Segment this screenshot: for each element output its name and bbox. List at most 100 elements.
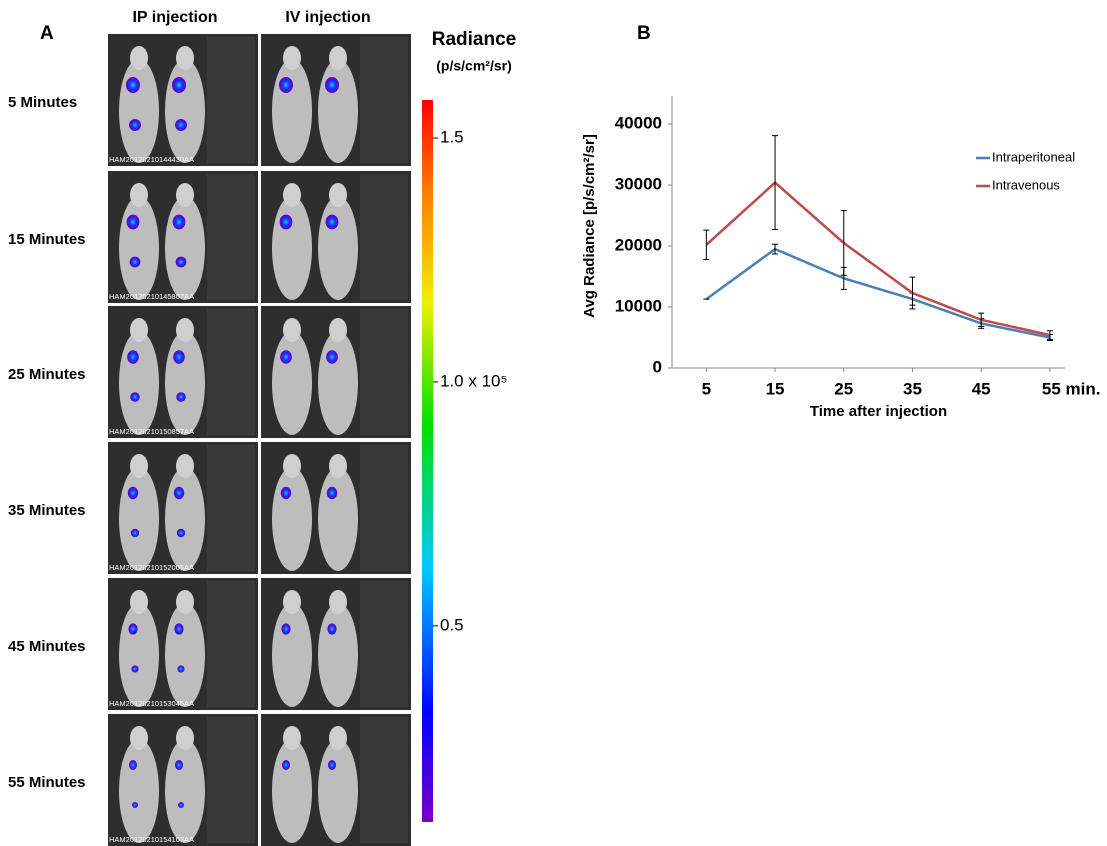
signal [129, 256, 141, 268]
mouse-head [283, 726, 301, 750]
signal [281, 623, 291, 635]
signal [280, 350, 292, 364]
cage-detail [207, 581, 255, 707]
mouse-head [130, 46, 148, 70]
signal [127, 486, 139, 500]
legend-label: Intravenous [992, 177, 1060, 192]
mouse-head [130, 590, 148, 614]
signal [129, 119, 141, 131]
image-cell [259, 576, 413, 712]
mouse [119, 331, 159, 435]
signal [282, 760, 290, 770]
signal [172, 214, 186, 230]
mouse-head [329, 318, 347, 342]
cage-detail [207, 717, 255, 843]
mouse-head [329, 726, 347, 750]
cage-detail [360, 174, 408, 300]
signal [325, 77, 339, 93]
signal [178, 802, 184, 808]
mouse [318, 739, 358, 843]
x-axis-title: Time after injection [810, 403, 947, 420]
image-cell [106, 32, 260, 168]
image-id: HAM20120210144430AA [109, 155, 194, 164]
mouse [165, 739, 205, 843]
y-tick-label: 30000 [615, 175, 662, 194]
mouse-head [329, 454, 347, 478]
mouse-head [283, 590, 301, 614]
signal [126, 77, 140, 93]
mouse [119, 603, 159, 707]
mouse [272, 467, 312, 571]
mouse [272, 59, 312, 163]
mouse [272, 603, 312, 707]
image-cell [259, 712, 413, 846]
cage-detail [360, 717, 408, 843]
x-tick-label: 35 [903, 379, 922, 398]
signal [175, 119, 187, 131]
mouse-head [130, 726, 148, 750]
cage-detail [207, 309, 255, 435]
mouse [318, 467, 358, 571]
signal [173, 350, 185, 364]
image-cell [106, 304, 260, 440]
mouse-head [329, 46, 347, 70]
signal [327, 623, 337, 635]
row-label: 15 Minutes [8, 231, 86, 248]
signal [173, 486, 185, 500]
mouse-head [130, 183, 148, 207]
mouse [165, 196, 205, 300]
mouse [318, 196, 358, 300]
image-id: HAM20120210145807AA [109, 292, 194, 301]
signal [130, 528, 140, 538]
error-bar [840, 210, 847, 276]
mouse [272, 739, 312, 843]
error-bar [978, 312, 985, 328]
error-bar [772, 243, 779, 255]
mouse [318, 603, 358, 707]
mouse-head [176, 454, 194, 478]
signal [129, 760, 137, 770]
panel-label: A [40, 23, 54, 44]
cage-detail [360, 581, 408, 707]
colorbar-tick-label: 0.5 [440, 615, 464, 634]
error-bar [909, 276, 916, 310]
signal [126, 214, 140, 230]
colorbar-title: Radiance [432, 29, 516, 50]
image-cell [106, 440, 260, 576]
mouse-head [130, 454, 148, 478]
mouse-head [329, 183, 347, 207]
signal [176, 528, 186, 538]
mouse [165, 603, 205, 707]
row-label: 25 Minutes [8, 366, 86, 383]
cage-detail [360, 37, 408, 163]
colorbar-tick-label: 1.5 [440, 128, 464, 147]
column-header: IV injection [285, 9, 370, 26]
signal [279, 77, 293, 93]
image-cell [106, 576, 260, 712]
mouse-head [329, 590, 347, 614]
signal [175, 256, 187, 268]
x-tick-label: 45 [972, 379, 991, 398]
series-line [705, 247, 1051, 339]
cage-detail [207, 445, 255, 571]
mouse [272, 196, 312, 300]
image-id: HAM20120210153045AA [109, 699, 194, 708]
mouse-head [130, 318, 148, 342]
signal [177, 665, 185, 673]
y-tick-label: 10000 [615, 296, 662, 315]
signal [174, 623, 184, 635]
row-label: 5 Minutes [8, 94, 77, 111]
mouse [119, 196, 159, 300]
y-tick-label: 20000 [615, 236, 662, 255]
mouse [165, 467, 205, 571]
colorbar-unit: (p/s/cm²/sr) [436, 58, 511, 74]
y-tick-label: 40000 [615, 114, 662, 133]
mouse-head [283, 183, 301, 207]
signal [128, 623, 138, 635]
image-cell [106, 169, 260, 305]
row-label: 55 Minutes [8, 774, 86, 791]
signal [325, 214, 339, 230]
signal [175, 760, 183, 770]
image-cell [259, 440, 413, 576]
